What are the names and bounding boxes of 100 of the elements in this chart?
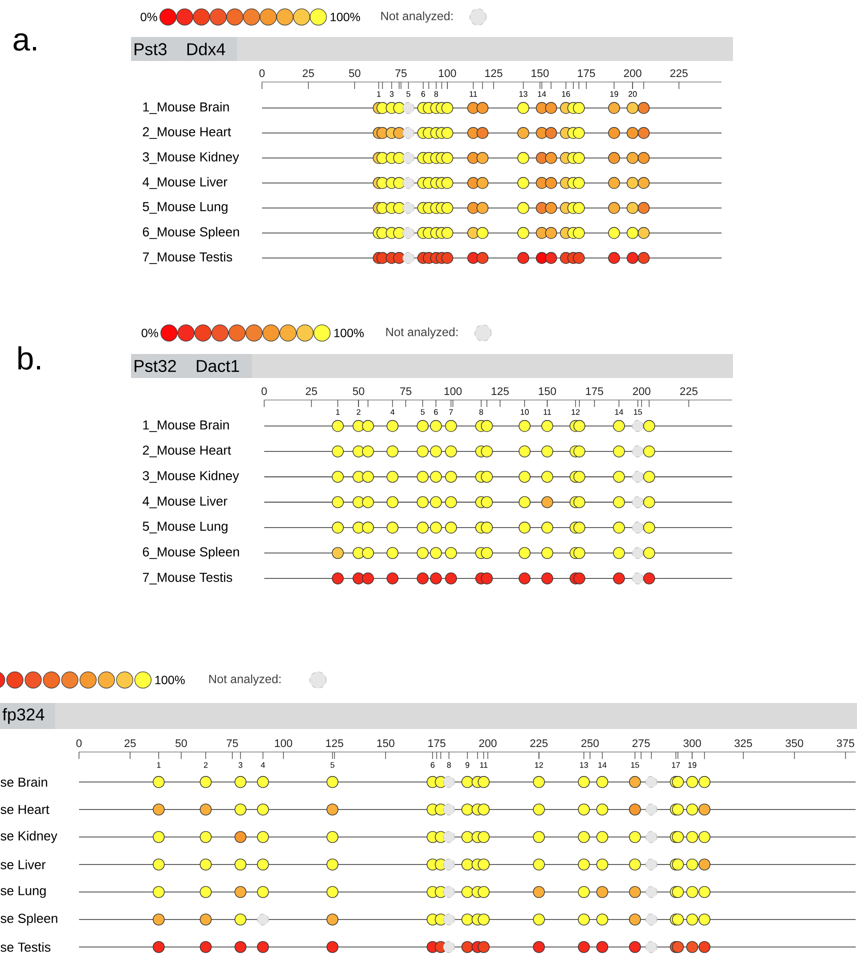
point <box>632 572 644 584</box>
point <box>572 102 585 114</box>
chart-subtitle: Ddx4 <box>187 42 226 56</box>
point <box>441 252 454 264</box>
point <box>332 572 344 584</box>
x-tick-label: 0 <box>262 387 267 396</box>
point <box>518 496 531 508</box>
series-label: 19 <box>610 91 618 97</box>
x-tick-label: 250 <box>581 739 599 748</box>
y-tick-label: se Brain <box>0 777 48 787</box>
point <box>430 547 442 559</box>
series-label: 1 <box>336 409 340 415</box>
point <box>416 547 429 559</box>
series-label: 5 <box>330 762 334 768</box>
point <box>643 547 656 559</box>
point <box>257 858 269 870</box>
point <box>626 202 639 214</box>
point <box>632 470 644 483</box>
point <box>362 470 374 483</box>
point <box>257 776 269 788</box>
point <box>445 420 457 432</box>
series-label: 3 <box>238 762 242 768</box>
point <box>578 886 590 898</box>
series-label: 12 <box>535 762 543 768</box>
point <box>517 177 530 189</box>
point <box>441 152 454 164</box>
point <box>698 914 710 926</box>
x-tick-label: 275 <box>632 739 650 748</box>
point <box>443 914 455 926</box>
series-label: 20 <box>628 91 637 97</box>
x-tick-label: 350 <box>786 739 804 748</box>
series-label: 13 <box>519 91 528 97</box>
point <box>613 572 625 584</box>
point <box>572 202 585 214</box>
point <box>152 831 165 843</box>
point <box>645 886 658 898</box>
point <box>430 572 442 584</box>
x-tick-label: 25 <box>306 387 318 396</box>
point <box>152 886 165 898</box>
point <box>541 547 554 559</box>
point <box>545 152 558 164</box>
point <box>443 858 455 870</box>
x-tick-label: 50 <box>176 739 187 748</box>
point <box>480 522 493 534</box>
y-tick-label: 4_Mouse Liver <box>142 176 228 189</box>
x-tick-label: 375 <box>836 739 854 748</box>
point <box>541 470 554 483</box>
series-label: 10 <box>520 409 529 415</box>
point <box>257 886 269 898</box>
point <box>632 420 644 432</box>
point <box>461 858 474 870</box>
series-label: 11 <box>480 762 488 768</box>
x-tick-label: 0 <box>76 739 82 748</box>
point <box>478 804 490 816</box>
point <box>332 445 344 458</box>
point <box>613 445 625 458</box>
point <box>572 252 585 264</box>
series-label: 1 <box>377 91 381 97</box>
point <box>578 776 590 788</box>
point <box>572 227 585 239</box>
point <box>332 420 344 432</box>
point <box>332 547 344 559</box>
point <box>362 420 374 432</box>
series-label: 13 <box>580 762 588 768</box>
point <box>362 445 374 458</box>
point <box>480 420 493 432</box>
y-tick-label: se Lung <box>0 886 46 898</box>
point <box>517 202 530 214</box>
text: Not analyzed: <box>209 674 281 686</box>
x-tick-label: 125 <box>485 69 502 78</box>
point <box>532 776 545 788</box>
point <box>608 102 620 114</box>
text: b. <box>18 346 40 370</box>
series-label: 14 <box>598 762 606 768</box>
y-tick-label: 6_Mouse Spleen <box>142 226 239 240</box>
series-label: 16 <box>562 91 570 97</box>
y-tick-label: se Spleen <box>0 913 58 926</box>
point <box>573 445 586 458</box>
point <box>686 776 698 788</box>
point <box>578 804 590 816</box>
point <box>629 804 641 816</box>
point <box>476 202 488 214</box>
y-tick-label: 4_Mouse Liver <box>142 496 228 508</box>
point <box>572 177 585 189</box>
point <box>573 572 586 584</box>
point <box>326 858 338 870</box>
series-label: 2 <box>356 409 360 415</box>
point <box>200 886 212 898</box>
point <box>645 831 658 843</box>
x-tick-label: 200 <box>632 387 650 396</box>
point <box>461 776 474 788</box>
point <box>545 202 558 214</box>
x-tick-label: 200 <box>624 69 642 78</box>
point <box>518 470 531 483</box>
point <box>234 914 246 926</box>
point <box>698 831 710 843</box>
point <box>541 522 554 534</box>
point <box>517 227 530 239</box>
point <box>332 522 344 534</box>
point <box>443 831 455 843</box>
